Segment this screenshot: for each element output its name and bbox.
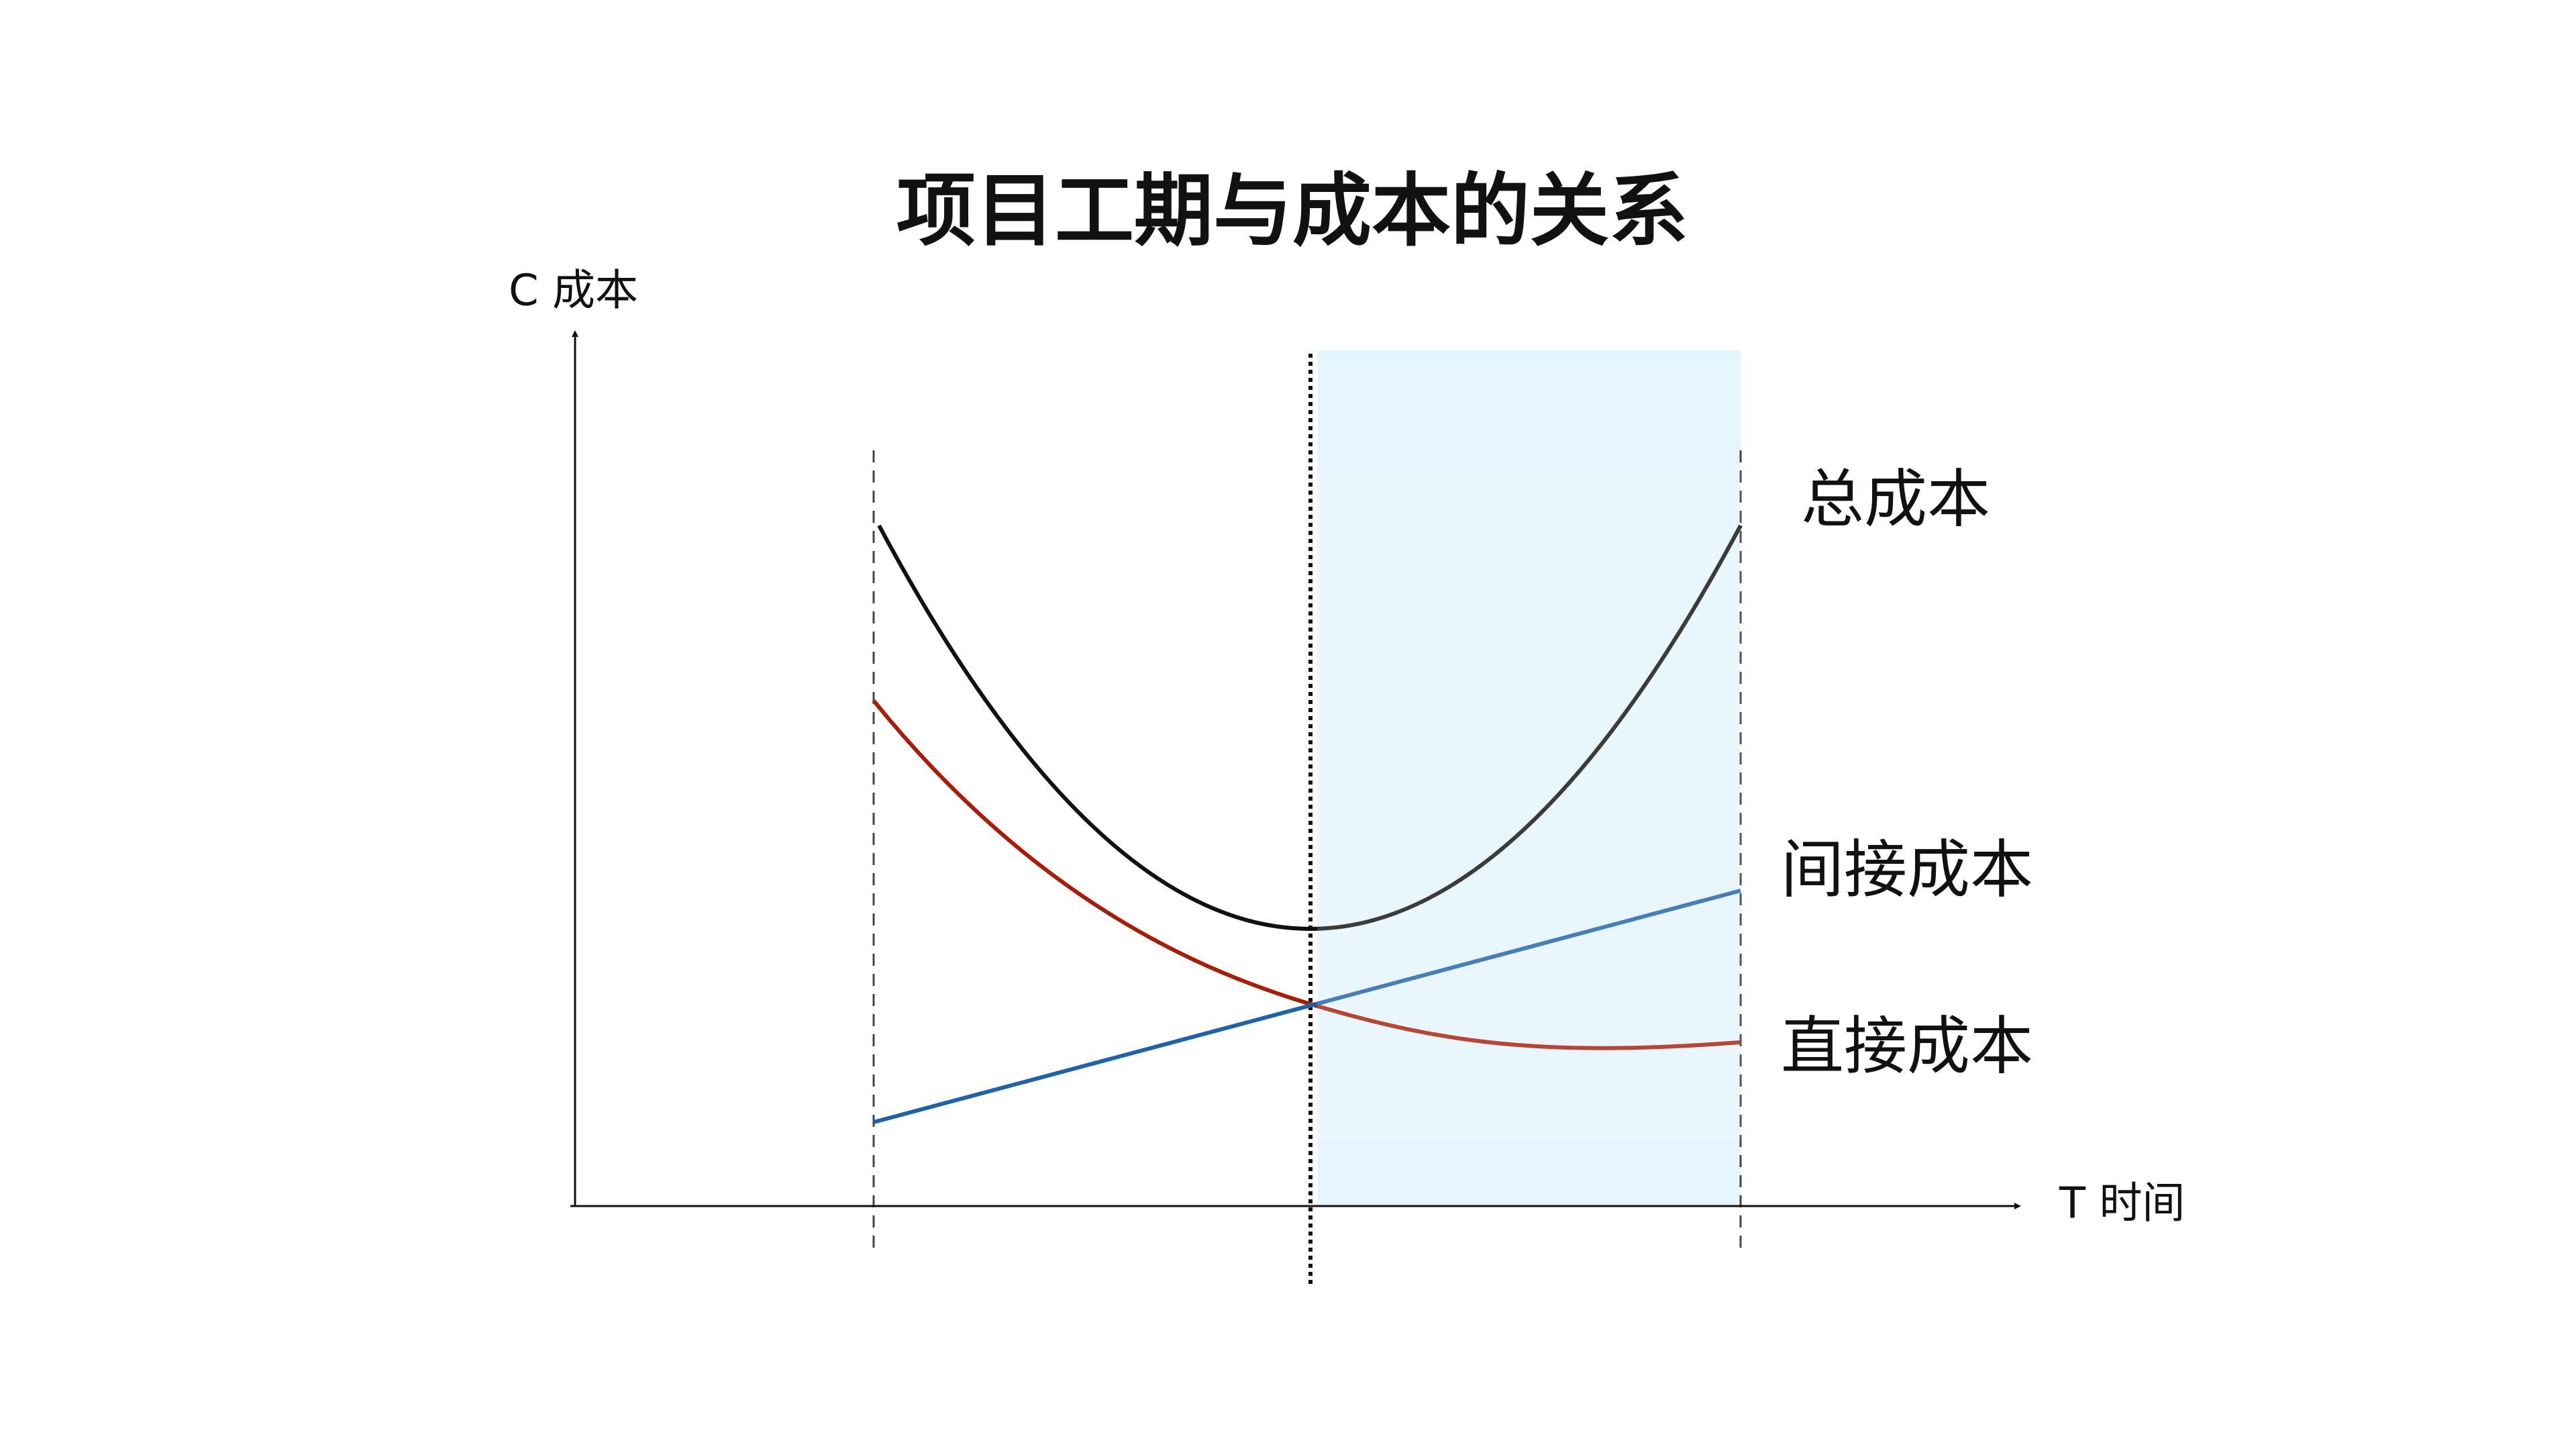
curve-label: 总成本 <box>1801 463 1990 536</box>
x-axis-label: T 时间 <box>2059 1179 2185 1229</box>
y-axis-label: C 成本 <box>509 266 638 316</box>
title: 项目工期与成本的关系 <box>896 164 1688 257</box>
total-cost-curve <box>877 524 1743 931</box>
curve-label: 直接成本 <box>1781 1010 2033 1083</box>
region-overlay <box>1317 470 1741 1141</box>
indirect-cost-line <box>873 889 1741 1124</box>
direct-cost-curve <box>872 699 1741 1050</box>
curve-label: 间接成本 <box>1781 834 2033 907</box>
optimal-region <box>1317 350 1741 1206</box>
